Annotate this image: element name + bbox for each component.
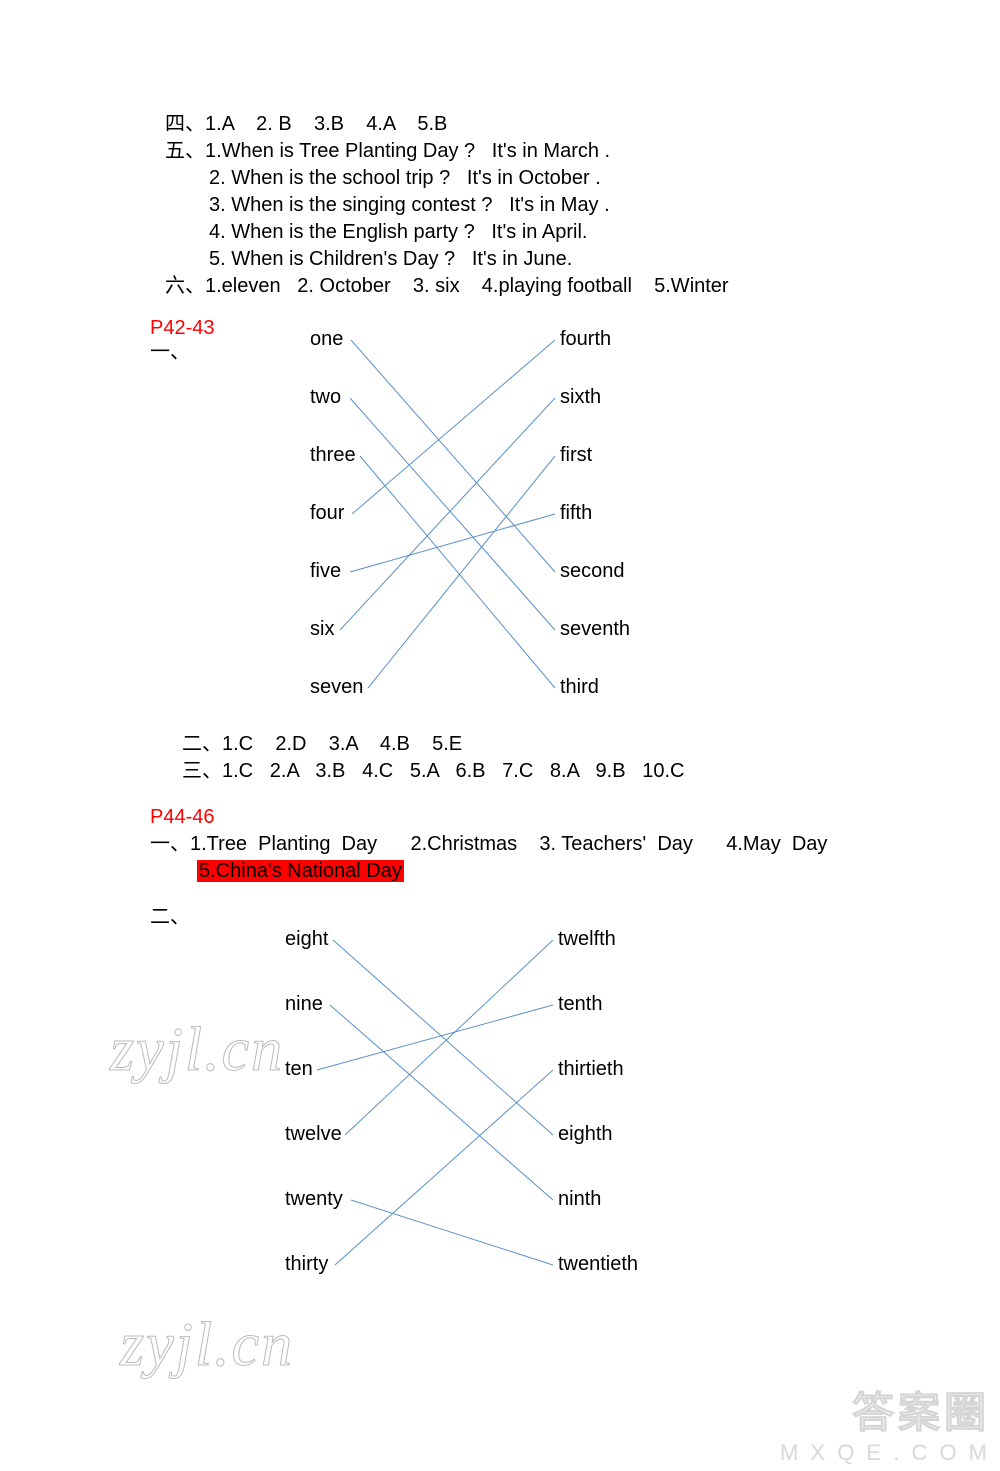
- match-right-word: second: [560, 560, 625, 583]
- match-right-word: third: [560, 676, 599, 699]
- lines-svg: [0, 0, 1000, 1471]
- match-right-word: fifth: [560, 502, 592, 525]
- match-right-word: tenth: [558, 993, 602, 1016]
- p44-s1-line: 一、1.Tree Planting Day 2.Christmas 3. Tea…: [150, 832, 827, 856]
- match-left-word: twenty: [285, 1188, 343, 1211]
- match2-head: 二、: [150, 905, 190, 929]
- match-right-word: fourth: [560, 328, 611, 351]
- match-right-word: thirtieth: [558, 1058, 624, 1081]
- p44-heading: P44-46: [150, 805, 215, 829]
- match-left-word: nine: [285, 993, 323, 1016]
- p44-s1-highlight: 5.China's National Day: [197, 860, 404, 882]
- match-right-word: seventh: [560, 618, 630, 641]
- watermark-2: zyjl.cn: [120, 1310, 294, 1381]
- match-left-word: six: [310, 618, 334, 641]
- match-left-word: eight: [285, 928, 328, 951]
- match-right-word: ninth: [558, 1188, 601, 1211]
- match-right-word: eighth: [558, 1123, 613, 1146]
- match-left-word: four: [310, 502, 344, 525]
- match-left-word: ten: [285, 1058, 313, 1081]
- match-right-word: twelfth: [558, 928, 616, 951]
- match-left-word: two: [310, 386, 341, 409]
- match-left-word: thirty: [285, 1253, 328, 1276]
- match-left-word: one: [310, 328, 343, 351]
- match-left-word: twelve: [285, 1123, 342, 1146]
- bottom-watermark: 答案圈 M X Q E . C O M: [780, 1379, 990, 1466]
- watermark-1: zyjl.cn: [110, 1015, 284, 1086]
- match-right-word: first: [560, 444, 592, 467]
- match-left-word: seven: [310, 676, 363, 699]
- page: 四、1.A 2. B 3.B 4.A 5.B 五、1.When is Tree …: [0, 0, 1000, 1471]
- match-right-word: sixth: [560, 386, 601, 409]
- p42-s2: 二、1.C 2.D 3.A 4.B 5.E: [182, 732, 462, 756]
- bottom-watermark-line1: 答案圈: [780, 1379, 990, 1440]
- bottom-watermark-line2: M X Q E . C O M: [780, 1440, 990, 1466]
- match-right-word: twentieth: [558, 1253, 638, 1276]
- p42-s3: 三、1.C 2.A 3.B 4.C 5.A 6.B 7.C 8.A 9.B 10…: [182, 759, 684, 783]
- match-left-word: five: [310, 560, 341, 583]
- p44-s1-highlight-wrap: 5.China's National Day: [197, 859, 404, 883]
- match-left-word: three: [310, 444, 356, 467]
